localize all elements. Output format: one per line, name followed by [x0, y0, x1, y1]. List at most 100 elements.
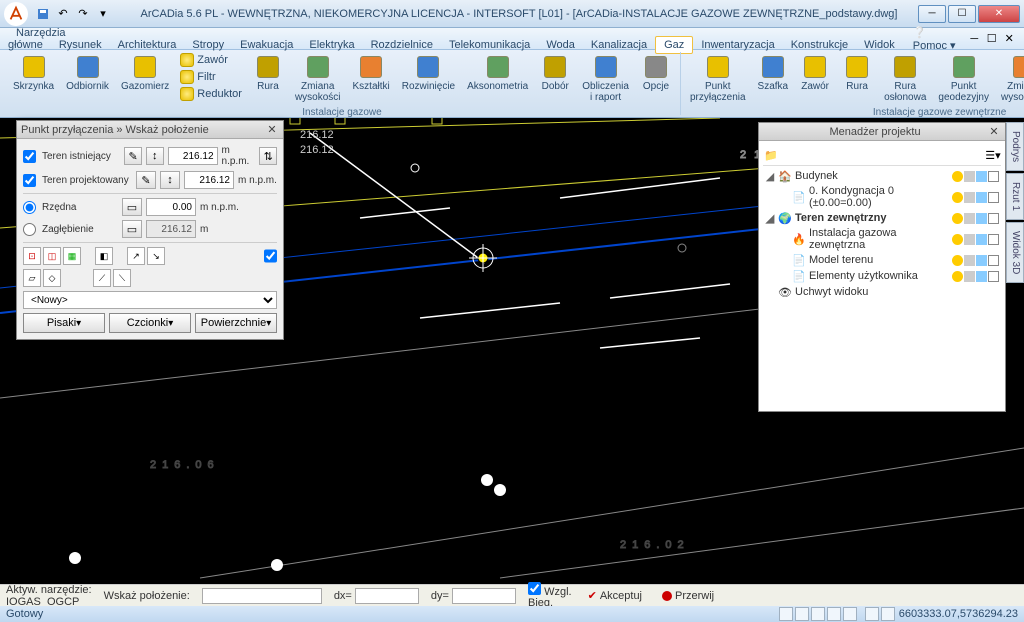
snap-btn-5[interactable]: ↗	[127, 247, 145, 265]
ribbon-obliczenia-i-raport[interactable]: Obliczeniai raport	[577, 52, 634, 106]
minimize-button[interactable]: ─	[918, 5, 946, 23]
tree-item[interactable]: 📄Model terenu	[763, 252, 1001, 268]
menu-woda[interactable]: Woda	[538, 37, 583, 53]
snap-btn-6[interactable]: ↘	[147, 247, 165, 265]
ribbon-zawór[interactable]: Zawór	[176, 52, 246, 68]
snap-btn-4[interactable]: ◧	[95, 247, 113, 265]
tree-add-icon[interactable]: 📁	[763, 147, 779, 163]
pisaki-dropdown[interactable]: Pisaki ▾	[23, 313, 105, 333]
qat-undo-icon[interactable]: ↶	[54, 5, 72, 23]
ribbon-zawór[interactable]: Zawór	[795, 52, 835, 95]
side-tab-widok-3d[interactable]: Widok 3D	[1006, 222, 1024, 283]
menu-rozdzielnice[interactable]: Rozdzielnice	[363, 37, 441, 53]
tree-item[interactable]: ◢🏠Budynek	[763, 168, 1001, 184]
menu-elektryka[interactable]: Elektryka	[301, 37, 362, 53]
rzedna-value[interactable]	[146, 198, 196, 216]
ribbon-punkt-geodezyjny[interactable]: Punktgeodezyjny	[933, 52, 994, 106]
menu-rysunek[interactable]: Rysunek	[51, 37, 110, 53]
snap-btn-2[interactable]: ◫	[43, 247, 61, 265]
ribbon-zmiana-wysokości[interactable]: Zmianawysokości	[996, 52, 1024, 106]
snap-btn-7[interactable]: ▱	[23, 269, 41, 287]
accept-button[interactable]: ✔Akceptuj	[584, 589, 646, 602]
menu-inwentaryzacja[interactable]: Inwentaryzacja	[693, 37, 782, 53]
ribbon-zmiana-wysokości[interactable]: Zmianawysokości	[290, 52, 346, 106]
ribbon-opcje[interactable]: Opcje	[636, 52, 676, 95]
pick-icon[interactable]: ✎	[124, 147, 142, 165]
side-tab-rzut-1[interactable]: Rzut 1	[1006, 173, 1024, 220]
ribbon-rura[interactable]: Rura	[837, 52, 877, 95]
menu-gaz[interactable]: Gaz	[655, 36, 693, 54]
tree-item[interactable]: 👁Uchwyt widoku	[763, 284, 1001, 300]
rzedna-radio[interactable]	[23, 201, 36, 214]
ribbon-rura[interactable]: Rura	[248, 52, 288, 95]
level-icon-2[interactable]: ↕	[160, 171, 180, 189]
zag-radio[interactable]	[23, 223, 36, 236]
menu-kanalizacja[interactable]: Kanalizacja	[583, 37, 655, 53]
czcionki-dropdown[interactable]: Czcionki ▾	[109, 313, 191, 333]
cancel-button[interactable]: Przerwij	[658, 590, 718, 602]
qat-dropdown-icon[interactable]: ▾	[94, 5, 112, 23]
menu-widok[interactable]: Widok	[856, 37, 903, 53]
snap-btn-8[interactable]: ◇	[43, 269, 61, 287]
mdi-close-icon[interactable]: ✕	[1003, 30, 1017, 48]
teren-proj-checkbox[interactable]	[23, 174, 36, 187]
zag-icon[interactable]: ▭	[122, 220, 142, 238]
dx-input[interactable]	[355, 588, 419, 604]
pos-input[interactable]	[202, 588, 322, 604]
close-button[interactable]: ✕	[978, 5, 1020, 23]
ribbon-aksonometria[interactable]: Aksonometria	[462, 52, 533, 95]
ribbon-gazomierz[interactable]: Gazomierz	[116, 52, 174, 95]
tree-item[interactable]: 🔥Instalacja gazowa zewnętrzna	[763, 226, 1001, 252]
snap-btn-1[interactable]: ⊡	[23, 247, 41, 265]
menu-telekomunikacja[interactable]: Telekomunikacja	[441, 37, 538, 53]
ribbon-dobór[interactable]: Dobór	[535, 52, 575, 95]
tree-item[interactable]: ◢🌍Teren zewnętrzny	[763, 210, 1001, 226]
menu-architektura[interactable]: Architektura	[110, 37, 185, 53]
ribbon-kształtki[interactable]: Kształtki	[348, 52, 395, 95]
tree-item[interactable]: 📄Elementy użytkownika	[763, 268, 1001, 284]
ribbon-szafka[interactable]: Szafka	[753, 52, 794, 95]
link-icon[interactable]: ⇅	[259, 147, 277, 165]
panel-right-close-icon[interactable]: ✕	[987, 125, 1001, 139]
menu-konstrukcje[interactable]: Konstrukcje	[783, 37, 856, 53]
ribbon-punkt-przyłączenia[interactable]: Punktprzyłączenia	[685, 52, 751, 106]
dy-input[interactable]	[452, 588, 516, 604]
sb-icon[interactable]	[881, 607, 895, 621]
side-tab-podrys[interactable]: Podrys	[1006, 122, 1024, 171]
level-icon[interactable]: ↕	[146, 147, 164, 165]
ribbon-filtr[interactable]: Filtr	[176, 69, 246, 85]
sb-icon[interactable]	[811, 607, 825, 621]
wzgl-checkbox[interactable]	[528, 582, 541, 595]
ribbon-rura-osłonowa[interactable]: Ruraosłonowa	[879, 52, 931, 106]
teren-ist-checkbox[interactable]	[23, 150, 36, 163]
sb-icon[interactable]	[779, 607, 793, 621]
menu-ewakuacja[interactable]: Ewakuacja	[232, 37, 301, 53]
style-select[interactable]: <Nowy>	[23, 291, 277, 309]
mdi-max-icon[interactable]: ☐	[985, 30, 999, 48]
project-tree[interactable]: ◢🏠Budynek📄0. Kondygnacja 0 (±0.00=0.00)◢…	[763, 166, 1001, 407]
powierzchnie-dropdown[interactable]: Powierzchnie ▾	[195, 313, 277, 333]
tree-filter-icon[interactable]: ☰▾	[985, 147, 1001, 163]
panel-left-close-icon[interactable]: ✕	[265, 123, 279, 137]
ribbon-reduktor[interactable]: Reduktor	[176, 86, 246, 102]
snap-btn-9[interactable]: ⟋	[93, 269, 111, 287]
pick-icon-2[interactable]: ✎	[136, 171, 156, 189]
help-menu[interactable]: ❔ Pomoc ▾	[907, 24, 964, 54]
tree-item[interactable]: 📄0. Kondygnacja 0 (±0.00=0.00)	[763, 184, 1001, 210]
ribbon-skrzynka[interactable]: Skrzynka	[8, 52, 59, 95]
mdi-min-icon[interactable]: ─	[967, 30, 981, 48]
maximize-button[interactable]: ☐	[948, 5, 976, 23]
snap-enable-checkbox[interactable]	[264, 247, 277, 265]
teren-proj-value[interactable]	[184, 171, 234, 189]
ribbon-rozwinięcie[interactable]: Rozwinięcie	[397, 52, 460, 95]
snap-btn-3[interactable]: ▦	[63, 247, 81, 265]
sb-icon[interactable]	[843, 607, 857, 621]
menu-stropy[interactable]: Stropy	[184, 37, 232, 53]
teren-ist-value[interactable]	[168, 147, 218, 165]
ribbon-odbiornik[interactable]: Odbiornik	[61, 52, 114, 95]
qat-redo-icon[interactable]: ↷	[74, 5, 92, 23]
snap-btn-10[interactable]: ⟍	[113, 269, 131, 287]
sb-icon[interactable]	[795, 607, 809, 621]
sb-icon[interactable]	[865, 607, 879, 621]
qat-save-icon[interactable]	[34, 5, 52, 23]
